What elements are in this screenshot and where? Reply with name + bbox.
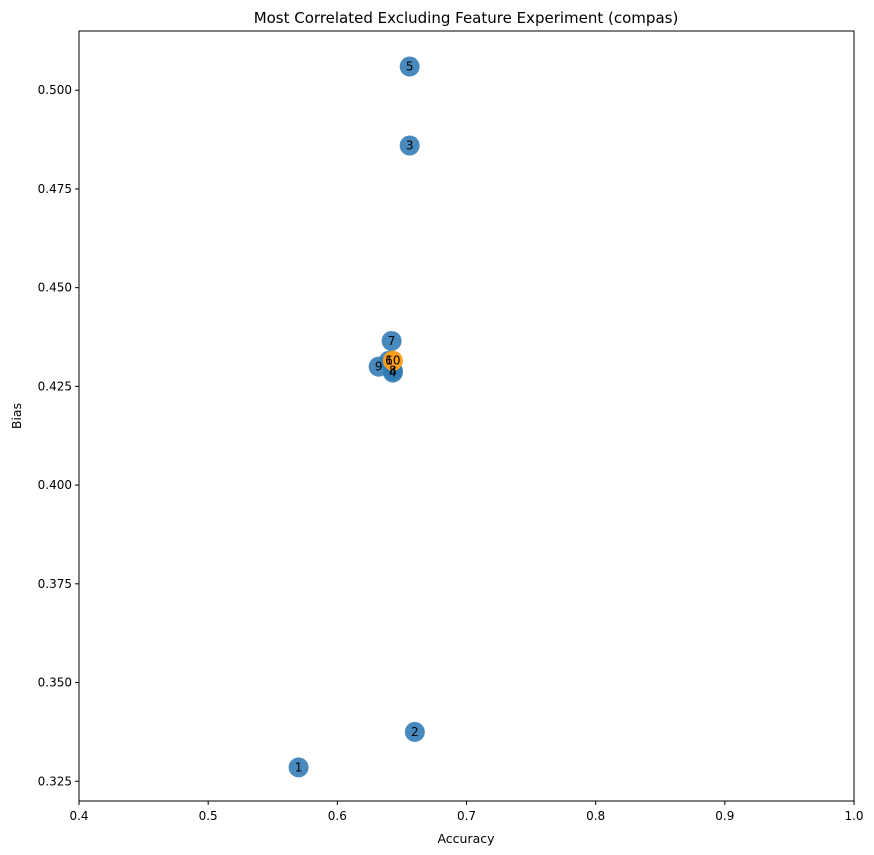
y-tick-label: 0.375 xyxy=(38,577,72,591)
chart-title: Most Correlated Excluding Feature Experi… xyxy=(254,9,679,27)
scatter-point xyxy=(288,757,309,778)
x-axis-label: Accuracy xyxy=(437,831,495,846)
y-tick-label: 0.450 xyxy=(38,281,72,295)
point-label: 3 xyxy=(406,139,414,153)
x-tick-label: 0.5 xyxy=(199,809,218,823)
x-tick-label: 0.4 xyxy=(69,809,88,823)
x-tick-label: 0.6 xyxy=(328,809,347,823)
point-label: 2 xyxy=(411,725,419,739)
point-label: 1 xyxy=(295,760,303,774)
y-tick-label: 0.475 xyxy=(38,182,72,196)
scatter-point xyxy=(381,330,402,351)
y-axis: 0.325 0.350 0.375 0.400 0.425 0.450 0.475 0.500 xyxy=(38,83,79,788)
scatter-point xyxy=(399,56,420,77)
y-tick-label: 0.325 xyxy=(38,774,72,788)
y-tick-label: 0.350 xyxy=(38,676,72,690)
scatter-point xyxy=(404,721,425,742)
point-label: 8 xyxy=(389,364,397,378)
x-tick-label: 0.8 xyxy=(586,809,605,823)
y-axis-label: Bias xyxy=(9,403,24,429)
x-tick-label: 1.0 xyxy=(844,809,863,823)
data-points: 1 2 3 4 5 6 7 89 10 xyxy=(288,56,425,778)
point-label: 10 xyxy=(385,354,400,368)
point-label: 9 xyxy=(375,360,383,374)
point-label: 5 xyxy=(406,60,414,74)
y-tick-label: 0.400 xyxy=(38,478,72,492)
plot-area xyxy=(78,30,855,802)
x-tick-label: 0.9 xyxy=(715,809,734,823)
y-tick-label: 0.425 xyxy=(38,379,72,393)
x-axis: 0.4 0.5 0.6 0.7 0.8 0.9 1.0 xyxy=(69,801,864,823)
point-label: 4 xyxy=(389,366,397,380)
point-label: 6 xyxy=(385,354,393,368)
point-label: 7 xyxy=(388,334,396,348)
scatter-point xyxy=(399,135,420,156)
x-tick-label: 0.7 xyxy=(457,809,476,823)
y-tick-label: 0.500 xyxy=(38,83,72,97)
scatter-point xyxy=(382,350,403,371)
